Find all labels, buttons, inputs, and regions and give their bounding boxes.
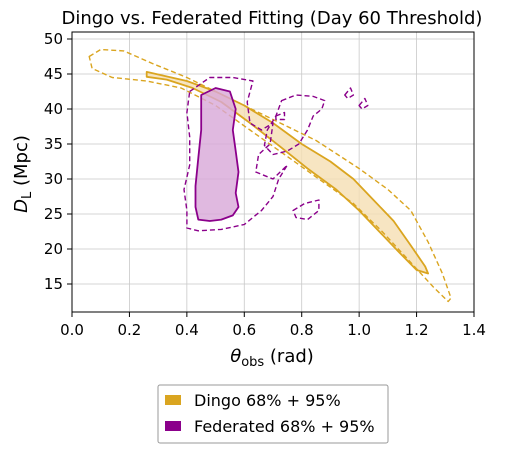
plot-frame	[71, 31, 475, 313]
x-tick-label: 0.6	[232, 321, 256, 339]
dingo-contour-95pct-1	[88, 48, 452, 303]
contour-layer	[88, 48, 452, 303]
x-tick-label: 1.4	[462, 321, 486, 339]
federated-contour-95pct-4	[358, 97, 369, 110]
y-axis-ticks: 15 20 25 30 35 40 45 50	[44, 30, 72, 293]
x-tick-label: 0.0	[60, 321, 84, 339]
legend-box	[157, 384, 389, 444]
federated-contour-95pct-3	[344, 87, 355, 100]
legend: Dingo 68% + 95% Federated 68% + 95%	[157, 384, 389, 444]
x-tick-label: 1.2	[405, 321, 429, 339]
federated-contour-95pct-2	[263, 94, 326, 156]
legend-label-dingo: Dingo 68% + 95%	[194, 391, 341, 410]
x-tick-label: 0.2	[117, 321, 141, 339]
legend-label-federated: Federated 68% + 95%	[194, 417, 375, 436]
federated-contour-95pct-5	[292, 199, 320, 221]
x-axis-label: θobs (rad)	[230, 346, 314, 370]
y-tick-label: 40	[44, 100, 63, 118]
x-tick-label: 0.4	[175, 321, 199, 339]
legend-swatch-federated	[165, 421, 181, 431]
federated-contour-68pct-0	[194, 87, 240, 222]
y-tick-label: 35	[44, 135, 63, 153]
chart-title: Dingo vs. Federated Fitting (Day 60 Thre…	[62, 8, 483, 29]
x-tick-label: 1.0	[347, 321, 371, 339]
y-tick-label: 15	[44, 275, 63, 293]
x-tick-label: 0.8	[290, 321, 314, 339]
y-tick-label: 45	[44, 65, 63, 83]
y-tick-label: 50	[44, 30, 63, 48]
y-tick-label: 30	[44, 170, 63, 188]
y-tick-label: 20	[44, 240, 63, 258]
federated-contour-95pct-6	[275, 111, 286, 121]
legend-swatch-dingo	[165, 395, 181, 405]
y-axis-label: DL (Mpc)	[11, 135, 35, 213]
y-tick-label: 25	[44, 205, 63, 223]
gridlines	[71, 32, 475, 312]
x-axis-ticks: 0.0 0.2 0.4 0.6 0.8 1.0 1.2 1.4	[60, 312, 486, 339]
